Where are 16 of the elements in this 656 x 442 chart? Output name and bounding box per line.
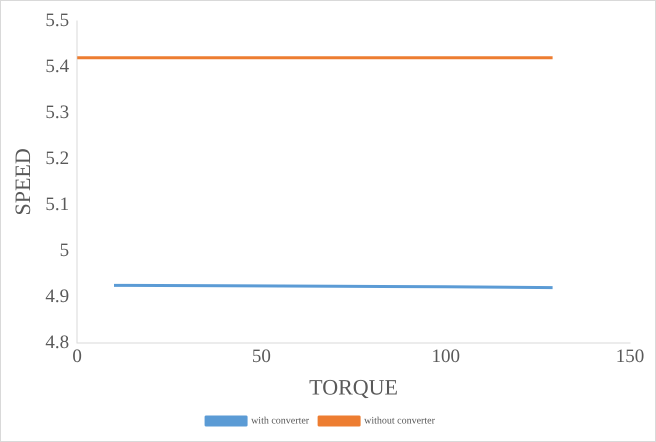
y-tick-label: 5: [60, 240, 70, 261]
x-tick-label: 150: [616, 346, 644, 368]
y-tick-label: 4.8: [45, 332, 70, 353]
y-tick-label: 5.5: [45, 10, 70, 31]
x-tick-label: 100: [431, 346, 460, 368]
y-axis-title: SPEED: [10, 148, 35, 216]
x-tick-label: 50: [252, 346, 271, 368]
legend-label: with converter: [251, 416, 310, 427]
legend-label: without converter: [364, 416, 436, 427]
x-axis-title: TORQUE: [309, 374, 398, 400]
y-tick-label: 5.1: [45, 194, 70, 215]
y-tick-label: 5.3: [45, 102, 70, 123]
y-tick-label: 5.4: [45, 56, 70, 77]
y-tick-label: 5.2: [45, 148, 70, 169]
y-tick-label: 4.9: [45, 286, 70, 307]
x-tick-label: 0: [72, 346, 82, 368]
